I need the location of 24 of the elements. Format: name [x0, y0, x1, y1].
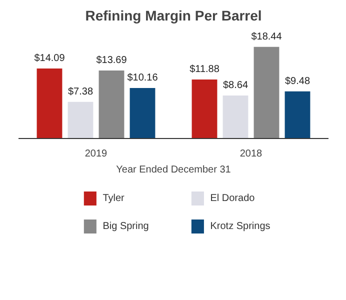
data-label: $7.38 [68, 86, 94, 98]
bar [98, 70, 124, 138]
chart-title: Refining Margin Per Barrel [85, 8, 262, 24]
data-label: $11.88 [190, 64, 220, 76]
data-label: $14.09 [34, 53, 66, 64]
bar [284, 91, 310, 138]
legend-label: Tyler [102, 193, 126, 204]
x-axis-title: Year Ended December 31 [116, 164, 232, 176]
bar [254, 46, 280, 138]
bar [192, 79, 218, 138]
legend-label: Krotz Springs [210, 221, 270, 232]
x-tick-label: 2019 [84, 148, 108, 160]
data-label: $9.48 [284, 76, 310, 87]
data-label: $10.16 [127, 72, 158, 84]
legend-label: El Dorado [210, 193, 256, 204]
legend-label: Big Spring [102, 221, 149, 232]
bar [68, 102, 94, 138]
data-label: $13.69 [96, 55, 128, 66]
x-tick-label: 2018 [240, 148, 263, 160]
data-label: $18.44 [251, 31, 282, 42]
bar [36, 68, 62, 138]
data-label: $8.64 [222, 80, 248, 92]
bar [130, 88, 156, 138]
bar [222, 96, 248, 138]
